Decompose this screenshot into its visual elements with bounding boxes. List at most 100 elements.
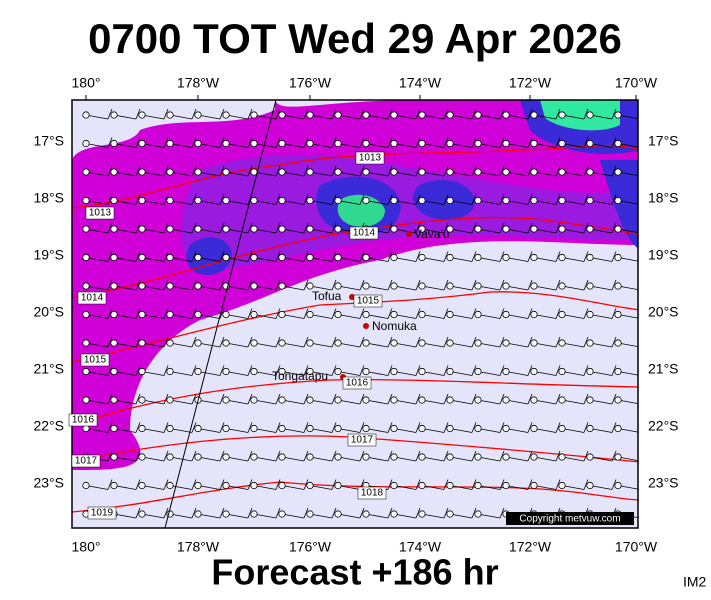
barb-flag (415, 251, 421, 262)
barb-station (82, 253, 90, 262)
barb-shaft (85, 200, 109, 205)
latitude-label: 19°S (648, 247, 679, 263)
barb-shaft (421, 371, 445, 376)
barb-station (250, 510, 258, 518)
barb-flag (583, 479, 589, 490)
barb-shaft (589, 314, 613, 319)
barb-station (558, 168, 566, 176)
barb-station (194, 339, 202, 347)
barb-shaft (533, 456, 557, 462)
barb-flag (443, 422, 449, 433)
barb-shaft (169, 342, 193, 348)
barb-flag (583, 222, 589, 234)
barb-station (390, 139, 398, 148)
barb-flag (611, 165, 617, 177)
barb-flag (247, 222, 253, 234)
barb-flag (163, 393, 169, 405)
barb-station (474, 196, 482, 205)
barb-flag (275, 137, 281, 148)
barb-station (110, 339, 118, 347)
barb-shaft (197, 456, 221, 462)
barb-flag (443, 194, 449, 205)
barb-flag (499, 137, 505, 148)
barb-flag (471, 365, 477, 376)
barb-flag (611, 137, 617, 148)
barb-flag (527, 450, 533, 462)
barb-shaft (561, 314, 585, 319)
barb-shaft (533, 342, 557, 348)
barb-flag (555, 222, 561, 234)
barb-flag (555, 450, 561, 462)
barb-station (334, 139, 342, 148)
barb-station (362, 424, 370, 433)
barb-shaft (309, 485, 333, 490)
barb-station (82, 424, 90, 433)
barb-station (166, 139, 174, 148)
barb-flag (107, 165, 113, 177)
barb-flag (583, 279, 589, 291)
barb-station (390, 111, 398, 119)
barb-shaft (309, 399, 333, 405)
barb-shaft (281, 371, 305, 376)
barb-flag (443, 251, 449, 262)
barb-shaft (113, 257, 137, 262)
barb-station (250, 196, 258, 205)
barb-station (614, 339, 622, 347)
barb-flag (640, 166, 644, 176)
barb-flag (499, 393, 505, 405)
longitude-label: 170°W (615, 75, 658, 91)
barb-shaft (141, 456, 165, 462)
barb-shaft (169, 285, 193, 291)
barb-shaft (309, 200, 333, 205)
barb-station (166, 396, 174, 404)
barb-flag (583, 422, 589, 433)
barb-flag (499, 194, 505, 205)
barb-flag (555, 194, 561, 205)
barb-flag (331, 194, 337, 205)
barb-station (446, 367, 454, 376)
barb-station (194, 111, 202, 119)
barb-shaft (561, 228, 585, 234)
barb-shaft (533, 228, 557, 234)
barb-station (362, 253, 370, 262)
barb-station (474, 139, 482, 148)
barb-shaft (225, 314, 249, 319)
barb-flag (219, 165, 225, 177)
barb-flag (275, 222, 281, 234)
barb-shaft (505, 200, 529, 205)
barb-station (390, 424, 398, 433)
barb-station (250, 225, 258, 233)
barb-flag (107, 393, 113, 405)
barb-station (306, 424, 314, 433)
barb-shaft (113, 114, 137, 120)
barb-station (250, 282, 258, 290)
barb-shaft (477, 314, 501, 319)
barb-shaft (393, 371, 417, 376)
barb-station (586, 310, 594, 319)
barb-station (222, 168, 230, 176)
barb-station (586, 339, 594, 347)
barb-station (222, 253, 230, 262)
barb-flag (247, 450, 253, 462)
barb-shaft (449, 342, 473, 348)
place-label: Tongatapu (272, 369, 328, 383)
barb-shaft (197, 114, 221, 120)
barb-shaft (533, 171, 557, 177)
barb-station (614, 253, 622, 262)
barb-shaft (141, 428, 165, 433)
barb-flag (247, 422, 253, 433)
barb-shaft (449, 428, 473, 433)
barb-flag (331, 450, 337, 462)
barb-flag (640, 480, 644, 490)
barb-station (502, 196, 510, 205)
barb-station (334, 453, 342, 461)
barb-shaft (393, 171, 417, 177)
barb-station (138, 367, 146, 376)
barb-flag (219, 507, 225, 519)
barb-flag (415, 308, 421, 319)
barb-shaft (253, 200, 277, 205)
barb-shaft (477, 342, 501, 348)
barb-flag (135, 251, 141, 262)
barb-station (250, 481, 258, 490)
barb-flag (583, 365, 589, 376)
